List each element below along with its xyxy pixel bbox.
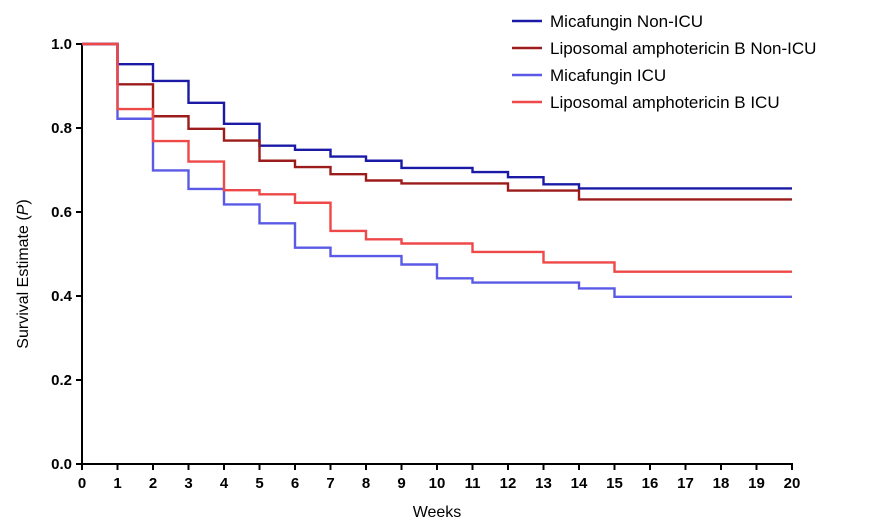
x-tick-label: 11 [465,475,481,492]
x-tick-label: 19 [748,475,765,492]
x-tick-label: 16 [642,475,659,492]
y-tick-label: 1.0 [51,36,72,53]
x-tick-label: 2 [149,475,157,492]
x-tick-label: 8 [362,475,370,492]
legend: Micafungin Non-ICU Liposomal amphotericin… [512,12,816,112]
legend-label: Liposomal amphotericin B ICU [550,93,780,112]
legend-label: Micafungin Non-ICU [550,12,703,31]
series-layer [82,42,792,299]
x-tick-label: 3 [184,475,192,492]
x-tick-label: 0 [78,475,86,492]
x-tick-label: 9 [397,475,405,492]
series-line-4 [82,42,792,273]
x-tick-label: 18 [713,475,730,492]
x-tick-label: 5 [255,475,263,492]
legend-label: Micafungin ICU [550,66,666,85]
y-tick-label: 0.8 [51,120,72,137]
y-tick-label: 0.2 [51,372,72,389]
y-tick-label: 0.0 [51,456,72,473]
x-tick-label: 20 [784,475,801,492]
series-line-1 [82,42,792,190]
x-axis-title: Weeks [413,504,462,521]
x-tick-label: 1 [113,475,121,492]
axes: 0 1 2 3 4 5 6 7 8 9 10 11 12 13 14 15 16 17 18 19 200.00.20.… [51,36,800,492]
x-tick-label: 6 [291,475,299,492]
y-axis-title: Survival Estimate (P) [15,199,32,348]
x-tick-label: 13 [535,475,552,492]
series-line-3 [82,42,792,299]
x-tick-label: 10 [429,475,446,492]
x-tick-label: 14 [571,475,588,492]
y-tick-label: 0.6 [51,204,72,221]
x-tick-label: 4 [220,475,229,492]
y-axis-title-main: Survival Estimate ( [15,215,32,349]
y-axis-title-close: ) [15,199,32,204]
legend-label: Liposomal amphotericin B Non-ICU [550,39,816,58]
x-tick-label: 12 [500,475,517,492]
x-tick-label: 17 [677,475,694,492]
x-tick-label: 15 [606,475,623,492]
y-tick-label: 0.4 [51,288,73,305]
y-axis-title-italic: P [15,204,32,215]
x-tick-label: 7 [326,475,334,492]
